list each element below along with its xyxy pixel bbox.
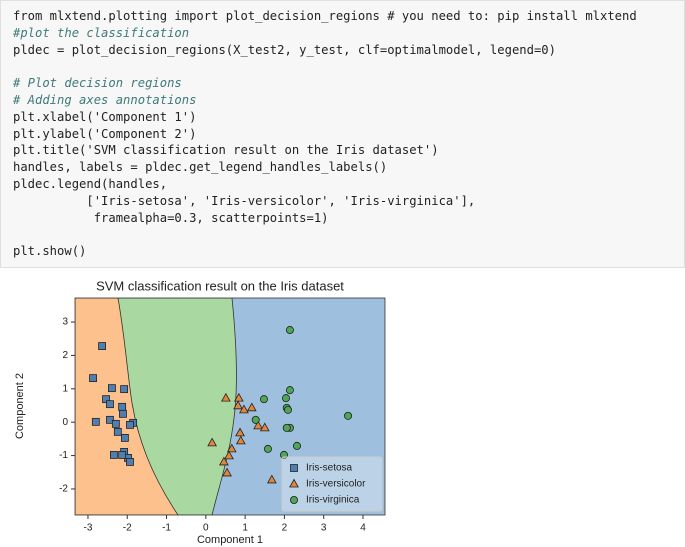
point (281, 394, 290, 403)
code-line: plt.xlabel('Component 1') (13, 109, 197, 124)
point (235, 427, 245, 437)
x-tick-label: 2 (282, 523, 288, 534)
y-tick-label: 2 (62, 350, 68, 361)
code-line: ['Iris-setosa', 'Iris-versicolor', 'Iris… (13, 193, 476, 208)
code-line: # Plot decision regions (13, 76, 182, 91)
y-tick-label: 1 (62, 383, 68, 394)
code-line: plt.title('SVM classification result on … (13, 143, 439, 158)
x-tick-label: -3 (84, 523, 93, 534)
point (246, 402, 257, 412)
point (219, 456, 229, 466)
point (220, 392, 231, 402)
point (233, 392, 244, 402)
code-line: from mlxtend.plotting import plot_decisi… (13, 9, 637, 23)
y-axis-label: Component 2 (14, 373, 26, 439)
point (285, 386, 294, 395)
point (91, 417, 100, 426)
point (344, 411, 353, 420)
point (282, 423, 291, 432)
point (126, 420, 134, 429)
point (224, 450, 234, 460)
x-tick-label: 1 (242, 523, 248, 534)
x-tick-label: 0 (203, 523, 209, 534)
code-line: framealpha=0.3, scatterpoints=1) (13, 210, 329, 225)
point (111, 419, 120, 428)
code-line: # Adding axes annotations (13, 93, 197, 107)
point (259, 422, 270, 432)
point (266, 474, 277, 484)
legend-marker (290, 464, 298, 472)
point (259, 395, 268, 404)
point (126, 458, 134, 466)
point (239, 404, 249, 414)
point (222, 467, 232, 477)
code-line: pldec = plot_decision_regions(X_test2, y… (13, 42, 556, 57)
decision-regions (75, 298, 385, 515)
chart-title: SVM classification result on the Iris da… (96, 278, 344, 293)
point (283, 405, 292, 414)
legend-label: Iris-virginica (306, 495, 360, 506)
point (106, 400, 114, 409)
code-cell: from mlxtend.plotting import plot_decisi… (0, 0, 685, 268)
y-tick-label: -2 (59, 484, 68, 495)
x-tick-label: 3 (321, 523, 327, 534)
point (118, 402, 127, 411)
point (235, 435, 246, 445)
point (120, 385, 129, 394)
legend-marker (289, 478, 299, 488)
point (285, 326, 294, 335)
point (89, 374, 97, 383)
plot-frame (74, 297, 386, 516)
point (118, 451, 127, 459)
x-tick-label: -1 (162, 523, 171, 534)
point (292, 441, 301, 450)
point (102, 395, 110, 404)
region-setosa (75, 298, 179, 515)
point (109, 451, 118, 459)
point (119, 409, 127, 418)
point (251, 415, 260, 424)
legend-label: Iris-versicolor (306, 479, 366, 490)
point (233, 400, 243, 410)
point (98, 342, 107, 350)
y-tick-label: -1 (59, 450, 68, 461)
x-tick-label: 4 (360, 523, 366, 534)
point (263, 444, 272, 453)
legend-box (281, 456, 383, 512)
x-axis-label: Component 1 (197, 534, 263, 546)
code-line: pldec.legend(handles, (13, 177, 168, 191)
point (253, 420, 263, 430)
point (226, 443, 237, 453)
code-line: #plot the classification (13, 25, 190, 40)
point (207, 437, 218, 447)
y-tick-label: 0 (62, 417, 68, 428)
legend-label: Iris-setosa (306, 463, 353, 474)
point (113, 427, 122, 436)
point (120, 433, 129, 442)
code-line: plt.show() (13, 244, 87, 259)
code-line: handles, labels = pldec.get_legend_handl… (13, 160, 388, 175)
y-tick-label: 3 (62, 317, 68, 328)
chart: SVM classification result on the Iris da… (14, 278, 386, 546)
point (106, 415, 114, 424)
legend-marker (289, 495, 298, 504)
code-line: plt.ylabel('Component 2') (13, 126, 197, 141)
point (108, 384, 116, 393)
x-tick-label: -2 (123, 523, 132, 534)
